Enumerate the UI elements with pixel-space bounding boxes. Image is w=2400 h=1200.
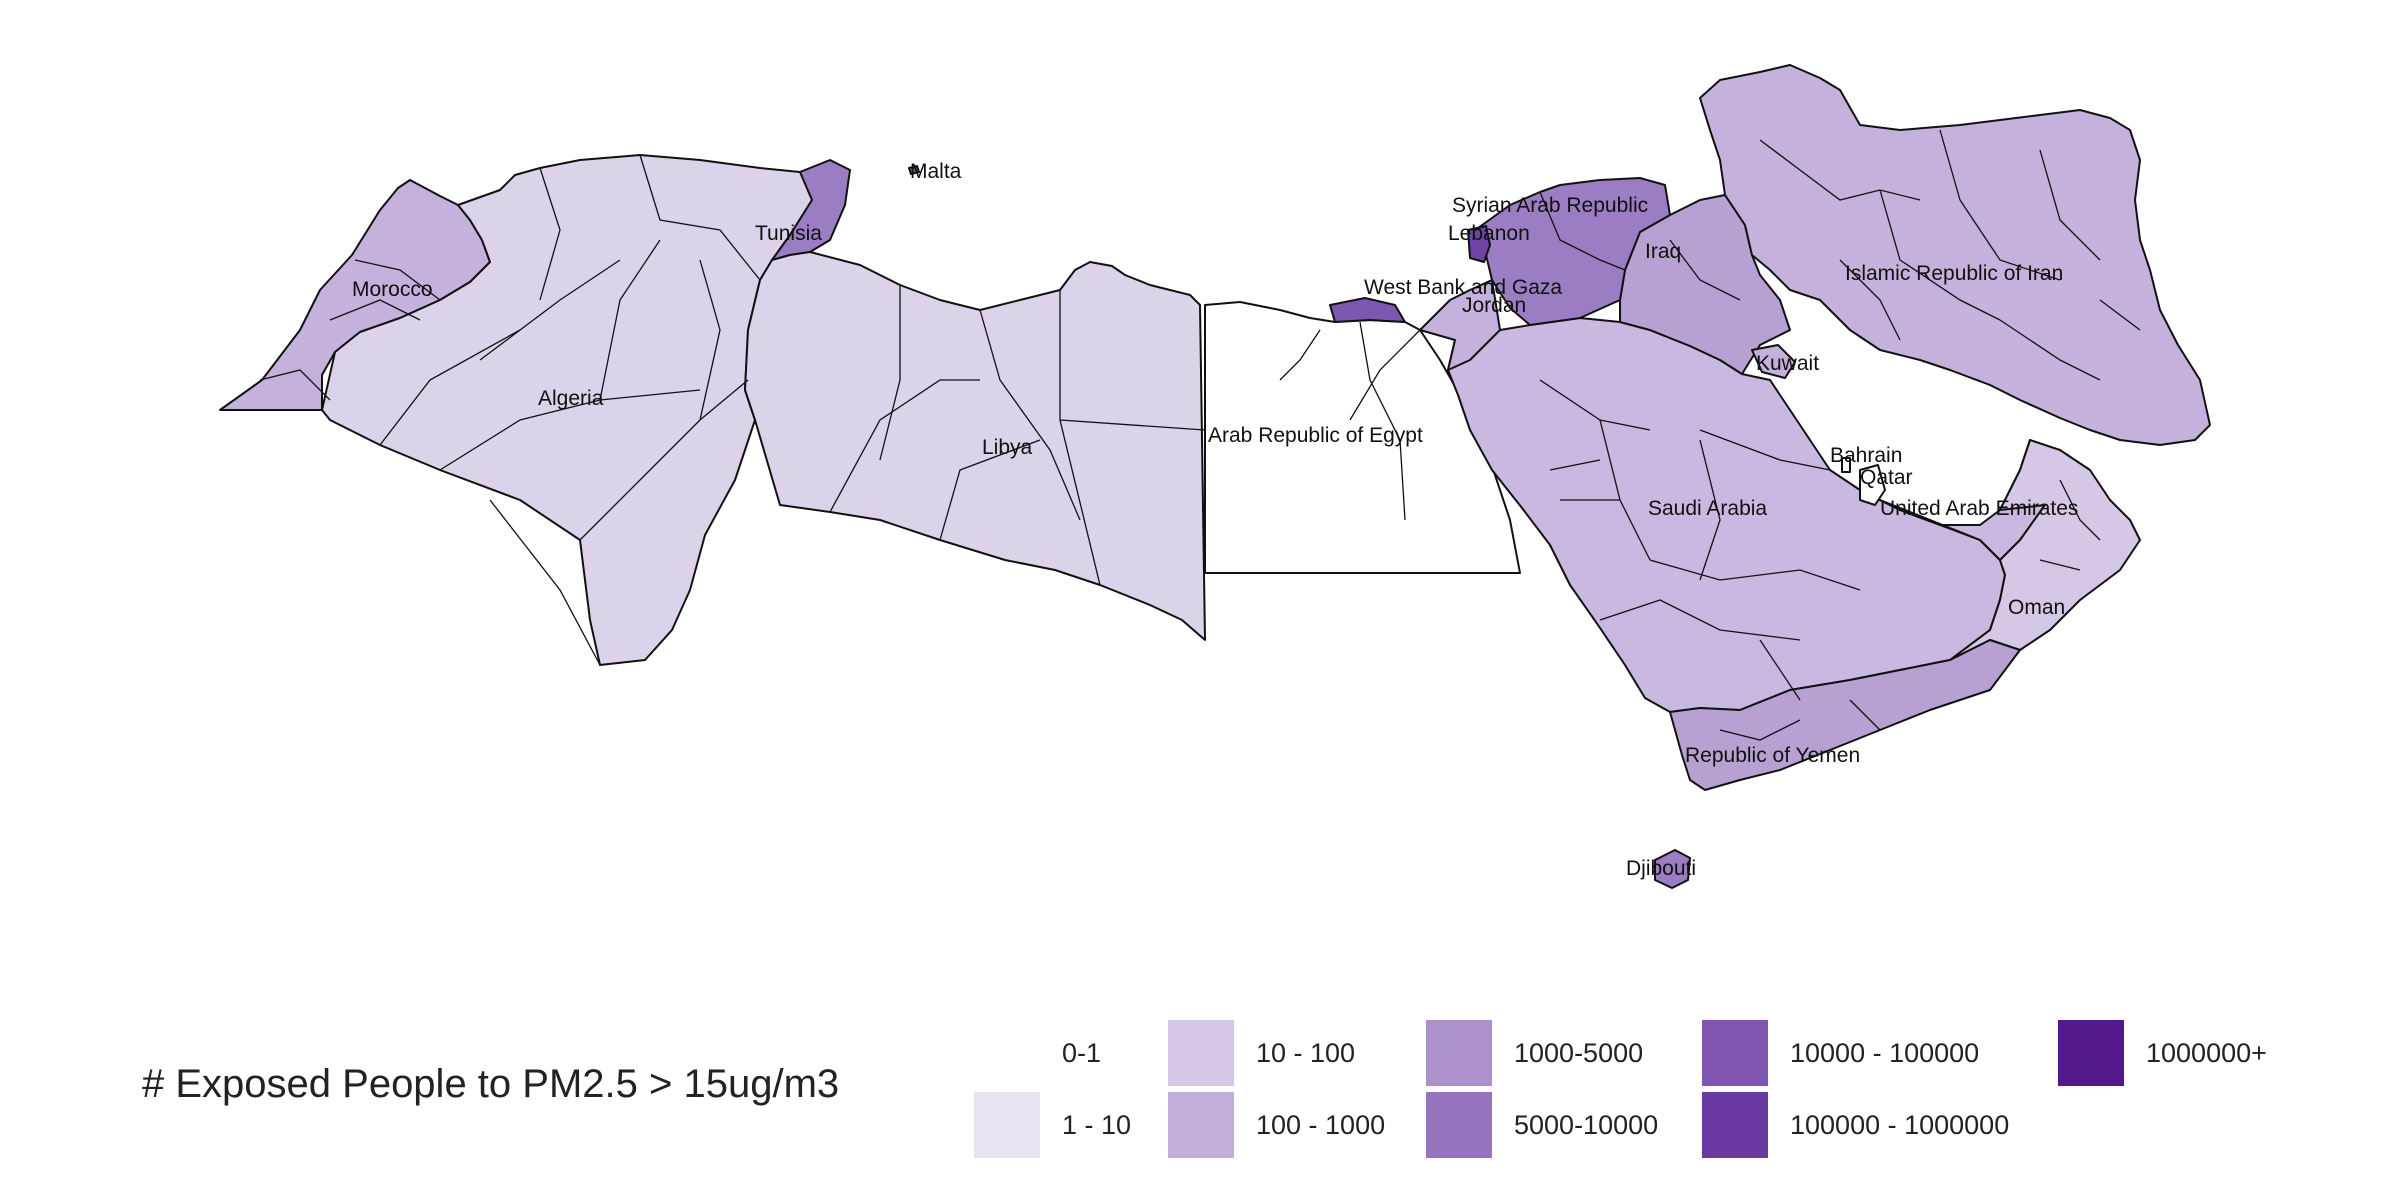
admin-boundary bbox=[879, 285, 901, 461]
country-label-lebanon: Lebanon bbox=[1448, 222, 1530, 245]
admin-boundary bbox=[1649, 559, 1861, 591]
region-qatar bbox=[1859, 464, 1886, 506]
country-label-algeria: Algeria bbox=[538, 387, 604, 410]
region-iran bbox=[1699, 64, 2211, 446]
country-label-westbank: West Bank and Gaza bbox=[1364, 276, 1562, 299]
region-westbank bbox=[1329, 297, 1406, 323]
admin-boundary bbox=[579, 379, 749, 541]
admin-boundary bbox=[1279, 329, 1321, 381]
admin-boundary bbox=[1839, 259, 1901, 341]
country-label-oman: Oman bbox=[2008, 596, 2065, 619]
admin-boundary bbox=[379, 329, 521, 446]
admin-boundary bbox=[2039, 559, 2081, 571]
admin-boundary bbox=[439, 389, 701, 471]
admin-boundary bbox=[599, 239, 661, 401]
region-oman bbox=[1949, 439, 2141, 661]
admin-boundary bbox=[259, 369, 331, 401]
admin-boundary bbox=[1959, 199, 2061, 281]
region-yemen bbox=[1669, 639, 2021, 791]
admin-boundary bbox=[1699, 429, 1831, 471]
country-label-djibouti: Djibouti bbox=[1626, 857, 1696, 880]
admin-boundary bbox=[1359, 321, 1406, 521]
admin-boundary bbox=[1759, 639, 1801, 701]
country-label-jordan: Jordan bbox=[1462, 294, 1526, 317]
admin-boundary bbox=[2059, 479, 2101, 541]
admin-boundary bbox=[1059, 419, 1206, 431]
country-label-bahrain: Bahrain bbox=[1830, 444, 1902, 467]
admin-boundary bbox=[1549, 459, 1601, 471]
admin-boundary bbox=[2099, 299, 2141, 331]
admin-boundary bbox=[329, 299, 421, 321]
country-label-iraq: Iraq bbox=[1645, 240, 1681, 263]
admin-boundary bbox=[829, 379, 980, 513]
admin-boundary bbox=[479, 259, 621, 361]
country-label-egypt: Arab Republic of Egypt bbox=[1208, 424, 1423, 447]
admin-boundary bbox=[939, 439, 1041, 541]
region-egypt bbox=[1204, 301, 1521, 574]
region-syria bbox=[1477, 177, 1671, 326]
country-label-iran: Islamic Republic of Iran bbox=[1845, 262, 2063, 285]
region-djibouti bbox=[1654, 849, 1691, 889]
region-kuwait bbox=[1751, 344, 1796, 379]
admin-boundary bbox=[1349, 329, 1421, 421]
country-label-kuwait: Kuwait bbox=[1756, 352, 1819, 375]
admin-boundary bbox=[539, 167, 561, 301]
region-malta bbox=[908, 165, 920, 175]
admin-boundary bbox=[1939, 129, 1961, 201]
country-label-syria: Syrian Arab Republic bbox=[1452, 194, 1648, 217]
admin-boundary bbox=[1759, 139, 1801, 171]
admin-boundary bbox=[1999, 319, 2101, 381]
admin-boundary bbox=[1699, 439, 1721, 581]
country-label-yemen: Republic of Yemen bbox=[1685, 744, 1860, 767]
region-libya bbox=[744, 251, 1206, 641]
admin-boundary bbox=[979, 309, 1081, 521]
admin-boundary bbox=[1539, 191, 1626, 271]
admin-boundary bbox=[2039, 149, 2101, 261]
admin-boundary bbox=[639, 154, 761, 281]
admin-boundary bbox=[489, 499, 601, 666]
admin-boundary bbox=[699, 259, 721, 421]
country-label-uae: United Arab Emirates bbox=[1880, 497, 2078, 520]
region-bahrain bbox=[1841, 457, 1851, 473]
country-label-malta: Malta bbox=[910, 160, 962, 183]
admin-boundary bbox=[1799, 169, 1921, 201]
admin-boundary bbox=[354, 259, 441, 301]
region-jordan bbox=[1419, 279, 1501, 371]
admin-boundary bbox=[1669, 239, 1741, 301]
country-label-libya: Libya bbox=[982, 436, 1033, 459]
country-label-saudi: Saudi Arabia bbox=[1648, 497, 1767, 520]
country-label-morocco: Morocco bbox=[352, 278, 433, 301]
country-label-qatar: Qatar bbox=[1860, 466, 1913, 489]
admin-boundary bbox=[1719, 719, 1801, 741]
country-label-tunisia: Tunisia bbox=[755, 222, 822, 245]
region-lebanon bbox=[1467, 225, 1491, 263]
admin-boundary bbox=[1599, 599, 1801, 641]
admin-boundary bbox=[1879, 189, 2001, 321]
admin-boundary bbox=[1849, 699, 1881, 731]
